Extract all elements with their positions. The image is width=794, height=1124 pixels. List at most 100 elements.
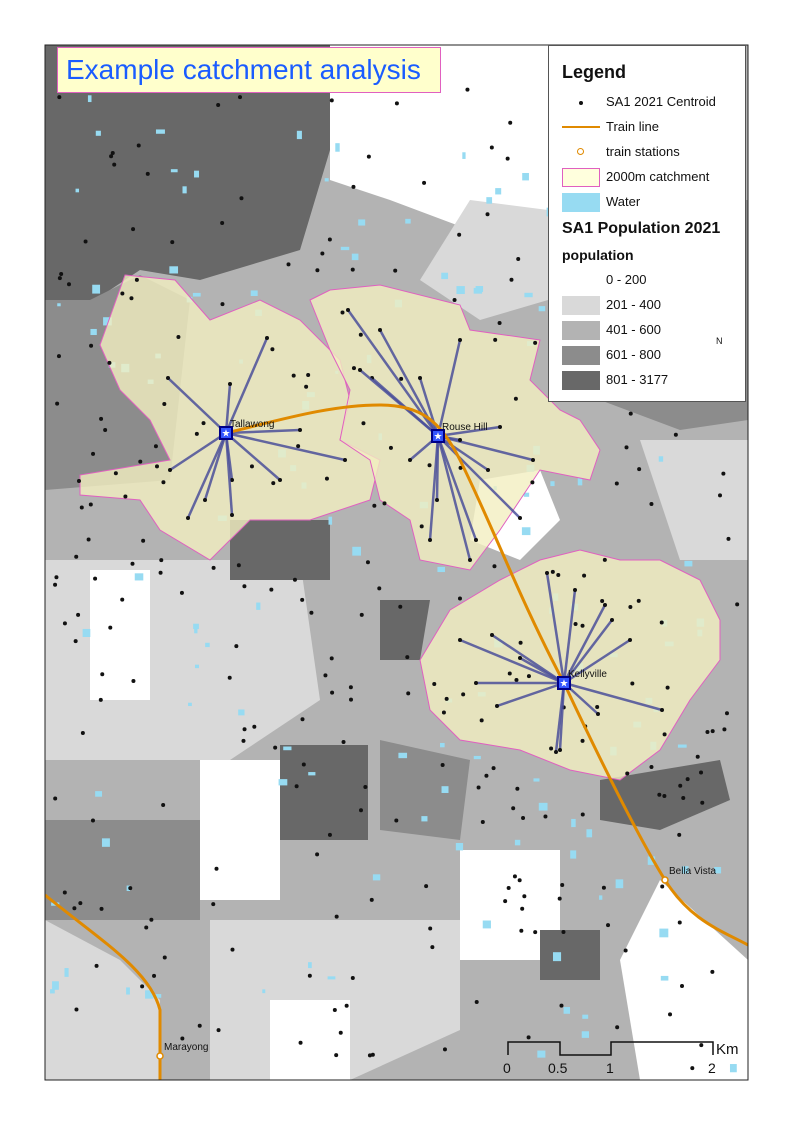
sa1-centroid — [497, 320, 502, 325]
sa1-centroid — [486, 468, 490, 472]
spoke-line — [224, 432, 234, 516]
sa1-centroid — [162, 955, 167, 960]
spoke-line — [436, 435, 472, 561]
sa1-centroid — [273, 745, 278, 750]
spoke-line — [224, 337, 269, 434]
map-frame — [44, 44, 749, 1081]
sa1-centroid — [242, 727, 247, 732]
water-patch — [538, 306, 546, 312]
water-patch — [155, 994, 162, 998]
sa1-centroid — [149, 917, 154, 922]
scale-tick-label: 0.5 — [548, 1060, 568, 1076]
legend-class: 401 - 600 — [549, 321, 747, 341]
sa1-centroid — [140, 984, 145, 989]
water-patch — [571, 818, 576, 828]
sa1-centroid — [441, 710, 446, 715]
water-patch — [92, 284, 101, 294]
sa1-centroid — [301, 762, 306, 767]
station-label: Bella Vista — [669, 866, 717, 877]
sa1-centroid — [220, 302, 225, 307]
sa1-centroid — [493, 337, 498, 342]
sa1-centroid — [324, 476, 329, 481]
sa1-centroid — [161, 480, 166, 485]
sa1-centroid — [315, 268, 320, 273]
water-patch — [64, 968, 69, 977]
sa1-centroid — [334, 1053, 339, 1058]
water-patch — [615, 879, 624, 889]
spoke-line — [437, 425, 501, 438]
sa1-centroid — [705, 730, 710, 735]
sa1-polygon — [420, 200, 548, 320]
sa1-centroid — [677, 920, 682, 925]
sa1-centroid — [158, 570, 163, 575]
station-kellyville[interactable]: ★Kellyville — [557, 669, 607, 690]
water-patch — [193, 623, 199, 630]
water-patch — [205, 642, 210, 648]
sa1-centroid — [73, 639, 78, 644]
spoke-line — [437, 434, 489, 472]
sa1-centroid — [526, 1035, 531, 1040]
sa1-centroid — [79, 505, 84, 510]
sa1-centroid — [134, 277, 139, 282]
sa1-centroid — [558, 748, 562, 752]
station-marayong[interactable]: Marayong — [156, 1042, 208, 1060]
water-patch — [398, 752, 408, 759]
sa1-centroid — [668, 1012, 673, 1017]
field-title: population — [562, 247, 634, 263]
water-patch — [95, 130, 101, 136]
water-patch — [57, 303, 61, 307]
sa1-centroid — [130, 561, 135, 566]
sa1-centroid — [489, 145, 494, 150]
sa1-centroid — [508, 120, 513, 125]
water-patch — [328, 516, 333, 525]
water-patch — [441, 272, 449, 280]
sa1-centroid — [623, 948, 628, 953]
sa1-centroid — [405, 655, 410, 660]
water-patch — [538, 802, 548, 811]
legend-class: 601 - 800 — [549, 346, 747, 366]
water-patch — [256, 602, 261, 610]
sa1-centroid — [129, 296, 134, 301]
sa1-centroid — [306, 373, 311, 378]
sa1-centroid — [665, 685, 670, 690]
sa1-centroid — [550, 569, 555, 574]
spoke-line — [437, 435, 521, 519]
sa1-centroid — [159, 558, 164, 563]
spoke-line — [436, 435, 478, 541]
sa1-centroid — [176, 334, 181, 339]
train-line-west — [45, 893, 162, 1080]
station-tallawong[interactable]: ★Tallawong — [219, 419, 274, 440]
sa1-centroid — [249, 464, 254, 469]
sa1-centroid — [511, 806, 516, 811]
sa1-centroid — [230, 947, 235, 952]
sa1-centroid — [516, 256, 521, 261]
sa1-centroid — [131, 679, 136, 684]
sa1-centroid — [606, 923, 611, 928]
sa1-polygon — [200, 760, 280, 900]
sa1-centroid — [123, 494, 128, 499]
sa1-centroid — [573, 588, 577, 592]
station-rouse-hill[interactable]: ★Rouse Hill — [431, 422, 488, 443]
sa1-centroid — [230, 513, 234, 517]
sa1-centroid — [662, 732, 667, 737]
station-bella-vista[interactable]: Bella Vista — [661, 866, 717, 884]
catchments — [79, 274, 721, 781]
sa1-centroid — [515, 786, 520, 791]
sa1-centroid — [602, 557, 607, 562]
station-label: Rouse Hill — [442, 422, 488, 433]
water-patch — [90, 328, 97, 336]
spoke-line — [496, 681, 565, 708]
sa1-centroid — [461, 692, 466, 697]
sa1-centroid — [628, 411, 633, 416]
water-patch — [522, 172, 529, 181]
sa1-centroid — [239, 196, 244, 201]
catchment-kellyville — [419, 549, 721, 781]
sa1-centroid — [211, 565, 216, 570]
sa1-centroid — [533, 340, 538, 345]
sa1-centroid — [458, 638, 462, 642]
water-patch — [495, 188, 502, 195]
sa1-polygon — [45, 920, 160, 1080]
water-patch — [441, 786, 449, 793]
sa1-centroid — [582, 573, 587, 578]
sa1-centroid — [112, 162, 117, 167]
